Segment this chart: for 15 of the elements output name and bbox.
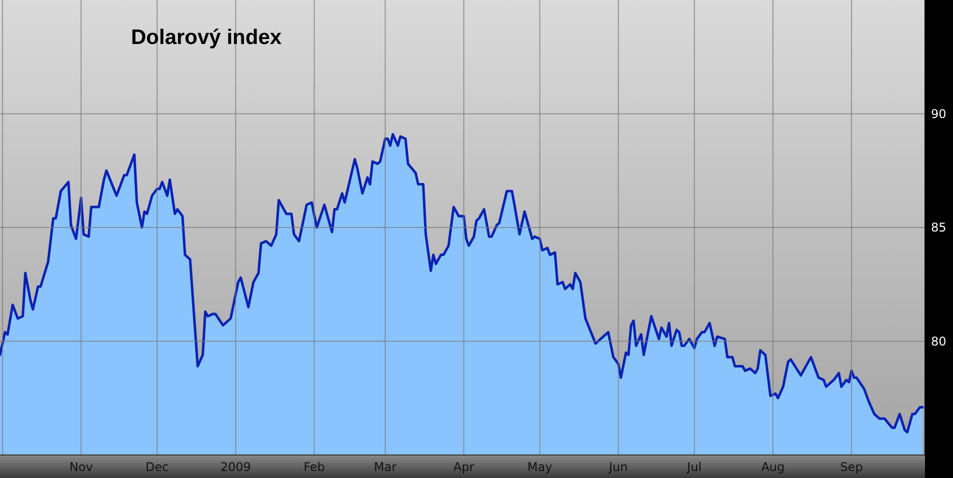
x-tick-label: Nov: [69, 460, 93, 474]
x-tick-label: Apr: [453, 460, 474, 474]
y-tick-label: 80: [931, 334, 946, 348]
x-tick-label: Dec: [146, 460, 169, 474]
x-tick-label: Mar: [374, 460, 397, 474]
text: Dolarový index: [131, 26, 282, 49]
x-tick-label: May: [527, 460, 552, 474]
y-tick-label: 85: [931, 220, 946, 235]
x-tick-label: Aug: [761, 460, 785, 474]
x-tick-label: Jul: [686, 460, 702, 474]
x-tick-label: Sep: [840, 460, 863, 474]
x-tick-label: 2009: [220, 460, 251, 474]
x-tick-label: Feb: [304, 460, 325, 474]
y-tick-label: 90: [931, 106, 946, 121]
x-tick-label: Jun: [608, 460, 628, 474]
